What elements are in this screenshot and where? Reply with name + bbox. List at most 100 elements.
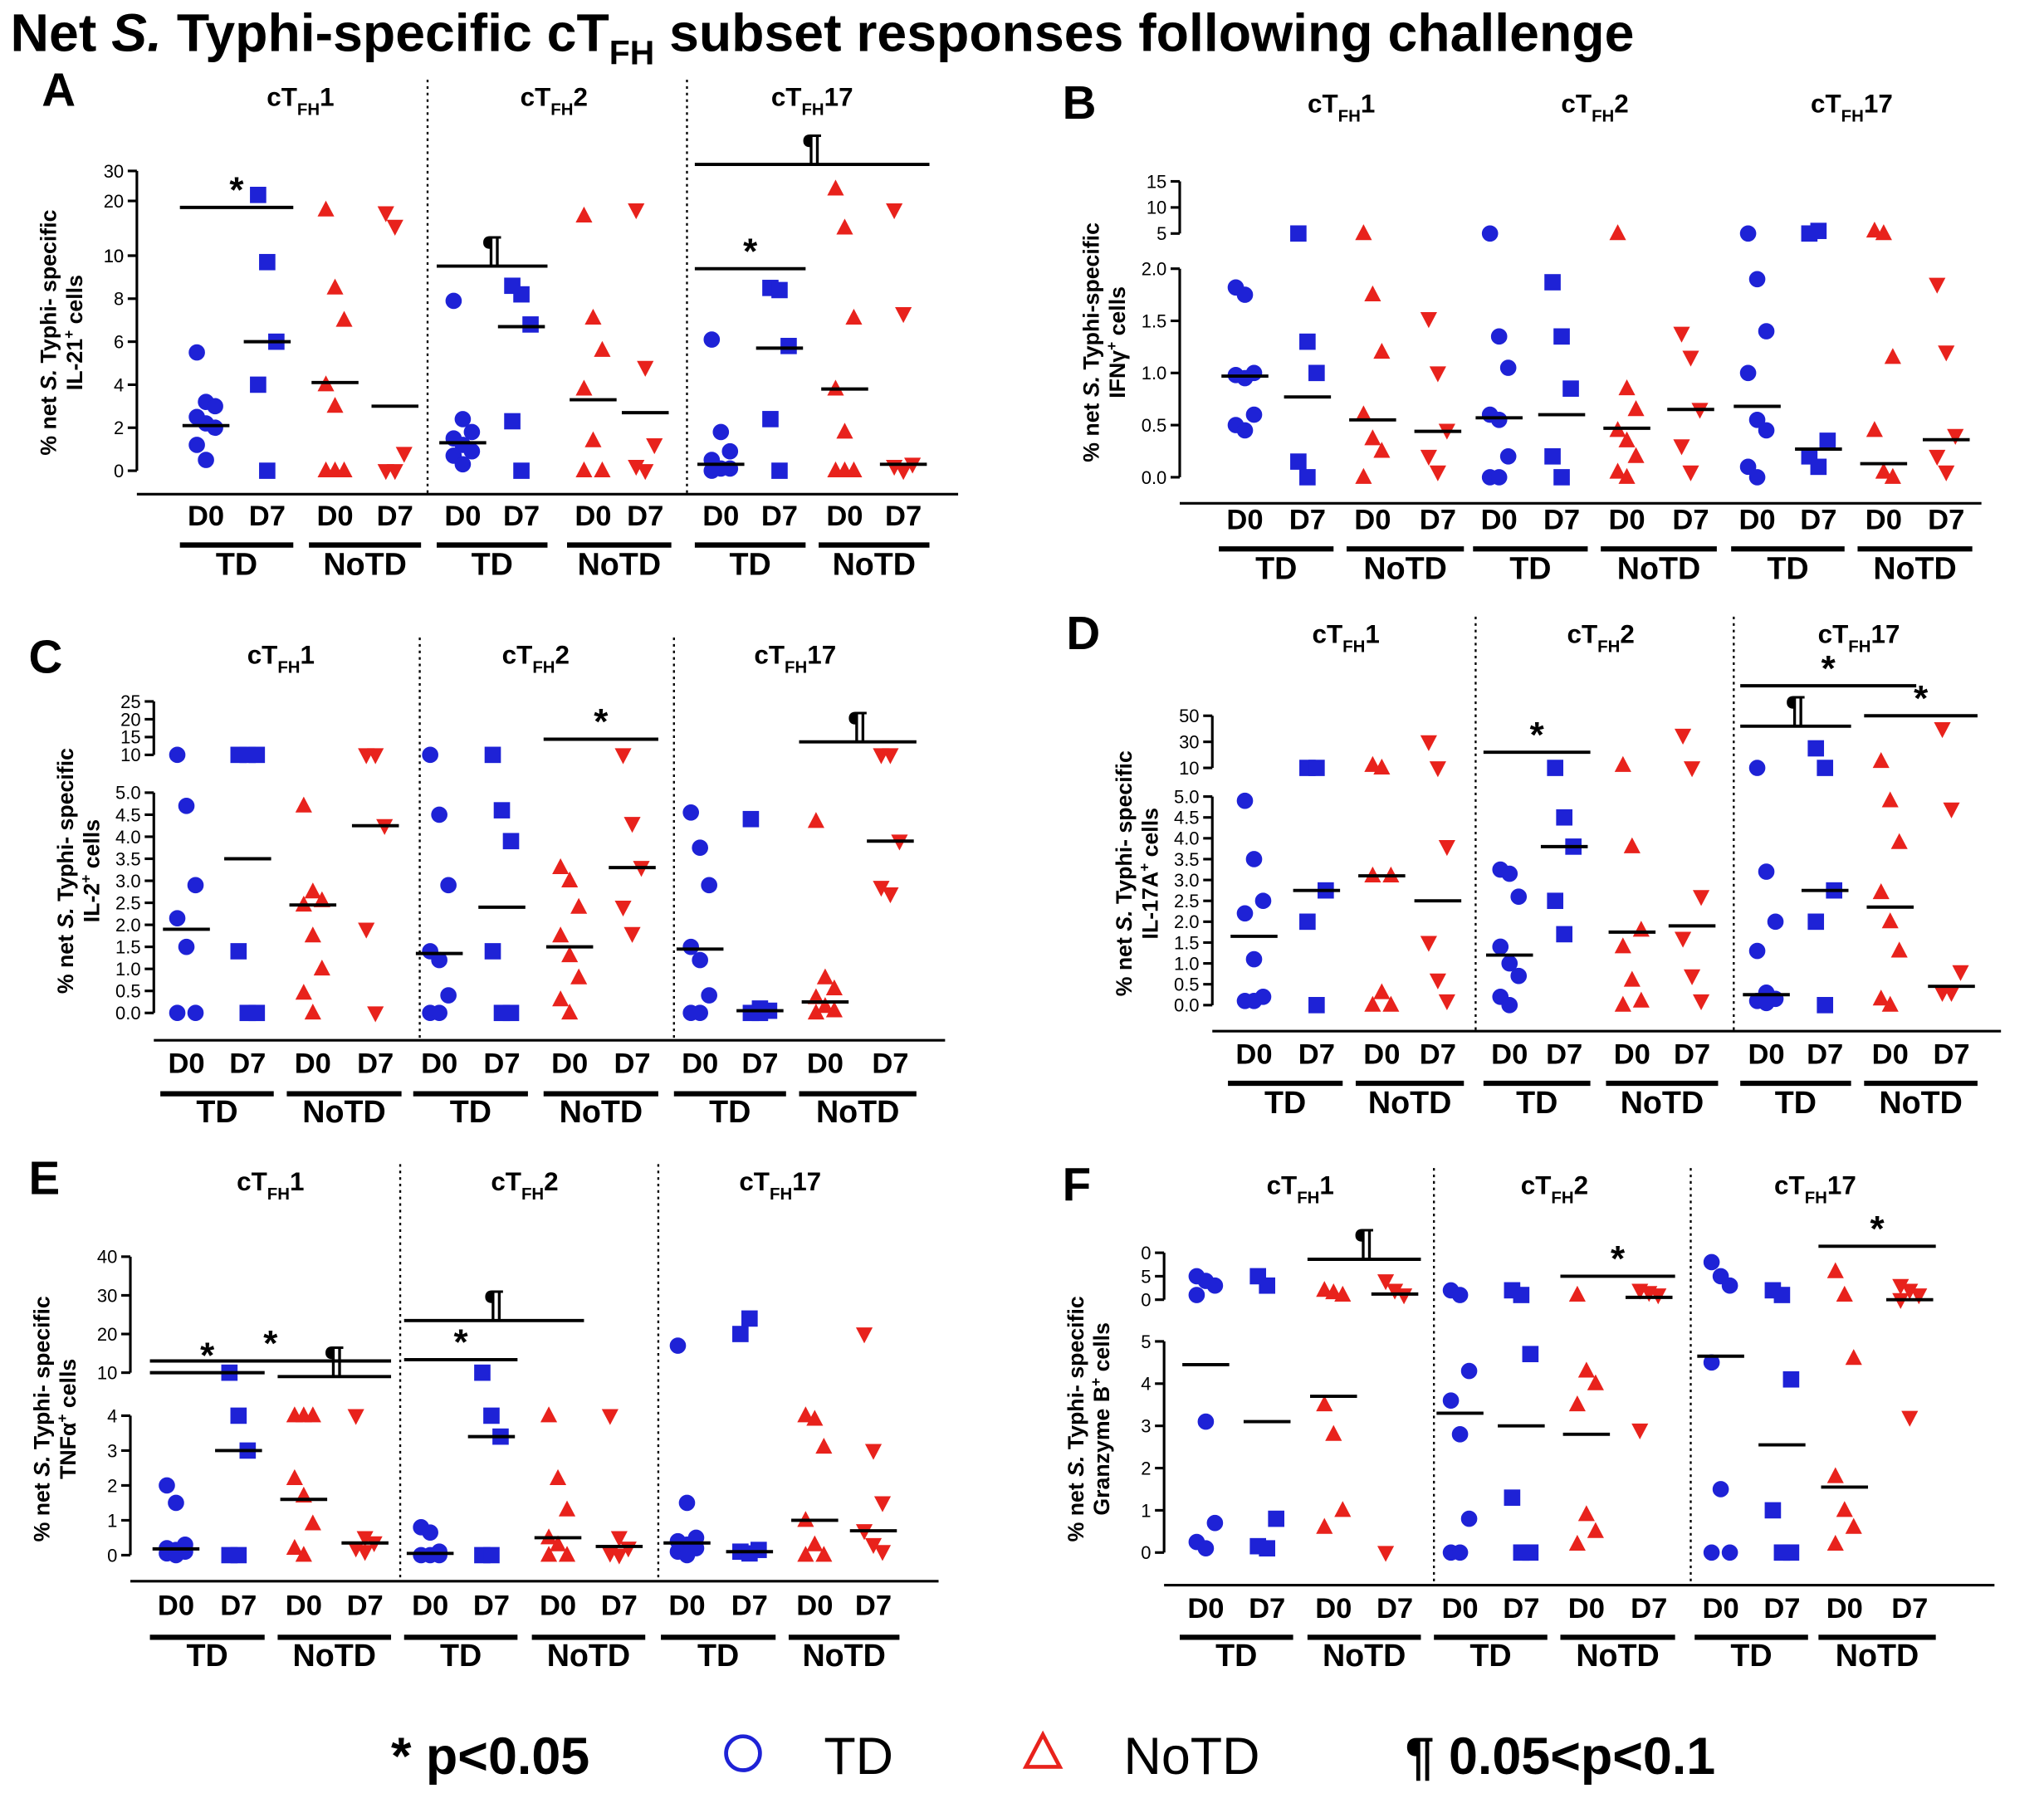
point <box>1547 760 1564 776</box>
label-part: 17 <box>792 1167 821 1196</box>
group-label: NoTD <box>1873 550 1956 585</box>
title-part: Typhi-specific cT <box>162 2 609 62</box>
point <box>855 1327 873 1344</box>
x-tick-label: D7 <box>1420 505 1456 536</box>
point <box>741 1310 758 1327</box>
point <box>230 1546 247 1564</box>
panel: B % net S. Typhi-specific IFNγ+ cells 0.0 0.… <box>1063 76 1982 585</box>
label-part: FH <box>801 100 824 119</box>
x-tick-label: D7 <box>1891 1593 1928 1625</box>
label-part: FH <box>1297 1189 1319 1207</box>
x-tick-label: D0 <box>551 1048 588 1079</box>
label-part: FH <box>770 1185 792 1204</box>
point <box>1875 462 1892 479</box>
y-tick-label: 15 <box>1147 171 1166 192</box>
label-part: cT <box>521 82 551 111</box>
y-tick-label: 5 <box>1141 1331 1151 1352</box>
y-tick-label: 1.5 <box>115 936 141 957</box>
label-part: cT <box>1267 1170 1298 1200</box>
y-tick-label: 1.5 <box>1174 932 1200 953</box>
label-part: FH <box>532 658 555 677</box>
point <box>326 278 344 295</box>
point <box>1206 1514 1224 1532</box>
point <box>1522 1544 1539 1561</box>
group-label: TD <box>730 547 771 582</box>
significance-symbol: * <box>1530 715 1545 755</box>
point <box>1890 833 1908 849</box>
point <box>1364 429 1381 446</box>
y-tick-label: 10 <box>120 745 140 765</box>
legend-label: * p<0.05 <box>391 1727 589 1786</box>
subset-label: cTFH17 <box>771 82 853 119</box>
point <box>304 1004 321 1020</box>
group-label: TD <box>216 547 257 582</box>
point <box>1587 1374 1604 1390</box>
group-label: TD <box>709 1094 751 1129</box>
point <box>358 922 375 939</box>
subset-label: cTFH1 <box>267 82 334 119</box>
point <box>549 1468 567 1485</box>
y-axis-label: % net S. Typhi-specific <box>1079 222 1104 462</box>
point <box>1748 469 1766 486</box>
point <box>1866 421 1883 437</box>
point <box>178 798 195 814</box>
point <box>463 442 481 460</box>
point <box>1568 1395 1586 1412</box>
point <box>286 1538 303 1555</box>
point <box>575 206 593 223</box>
point <box>1236 792 1254 809</box>
point <box>386 219 403 236</box>
point <box>1382 995 1400 1012</box>
group-label: NoTD <box>547 1638 630 1673</box>
label-part: 17 <box>1827 1170 1856 1200</box>
point <box>637 464 654 481</box>
x-tick-label: D7 <box>1674 1038 1710 1070</box>
point <box>395 447 413 463</box>
x-tick-label: D0 <box>1872 1038 1909 1070</box>
point <box>1845 1517 1862 1534</box>
label-part: cT <box>1313 619 1343 648</box>
group-label: TD <box>440 1638 482 1673</box>
x-tick-label: D7 <box>347 1590 384 1622</box>
point <box>1308 364 1325 382</box>
panel-label: B <box>1063 76 1097 129</box>
point <box>326 461 344 477</box>
point <box>1866 221 1883 238</box>
point <box>1758 863 1775 880</box>
y-axis-label: IFNγ+ cells <box>1103 286 1130 398</box>
point <box>1316 1395 1333 1412</box>
point <box>712 423 730 441</box>
point <box>1938 345 1955 362</box>
x-tick-label: D0 <box>1187 1593 1224 1625</box>
point <box>304 926 321 943</box>
point <box>1748 942 1766 960</box>
point <box>692 951 708 969</box>
y-tick-label: 5.0 <box>115 783 141 804</box>
x-tick-label: D0 <box>1568 1593 1605 1625</box>
label-part: Typhi-specific <box>1079 222 1104 376</box>
subset-label: cTFH17 <box>754 640 836 677</box>
point <box>732 1326 749 1342</box>
point <box>1782 1371 1800 1388</box>
point <box>1810 458 1827 476</box>
point <box>1364 755 1381 772</box>
x-tick-label: D0 <box>421 1048 457 1079</box>
label-part: 2 <box>1574 1170 1588 1200</box>
label-part: 17 <box>807 640 836 669</box>
point <box>825 979 843 995</box>
point <box>1501 997 1518 1014</box>
point <box>230 1407 247 1424</box>
point <box>1308 760 1325 776</box>
point <box>584 308 602 325</box>
point <box>1817 997 1834 1014</box>
point <box>484 943 501 960</box>
point <box>440 987 457 1004</box>
point <box>1373 442 1391 458</box>
significance-symbol: * <box>743 231 758 271</box>
point <box>1673 326 1690 343</box>
group-label: NoTD <box>816 1094 899 1129</box>
point <box>1845 1349 1862 1366</box>
point <box>1627 400 1645 417</box>
x-tick-label: D7 <box>741 1048 778 1079</box>
subset-label: cTFH17 <box>739 1167 821 1204</box>
